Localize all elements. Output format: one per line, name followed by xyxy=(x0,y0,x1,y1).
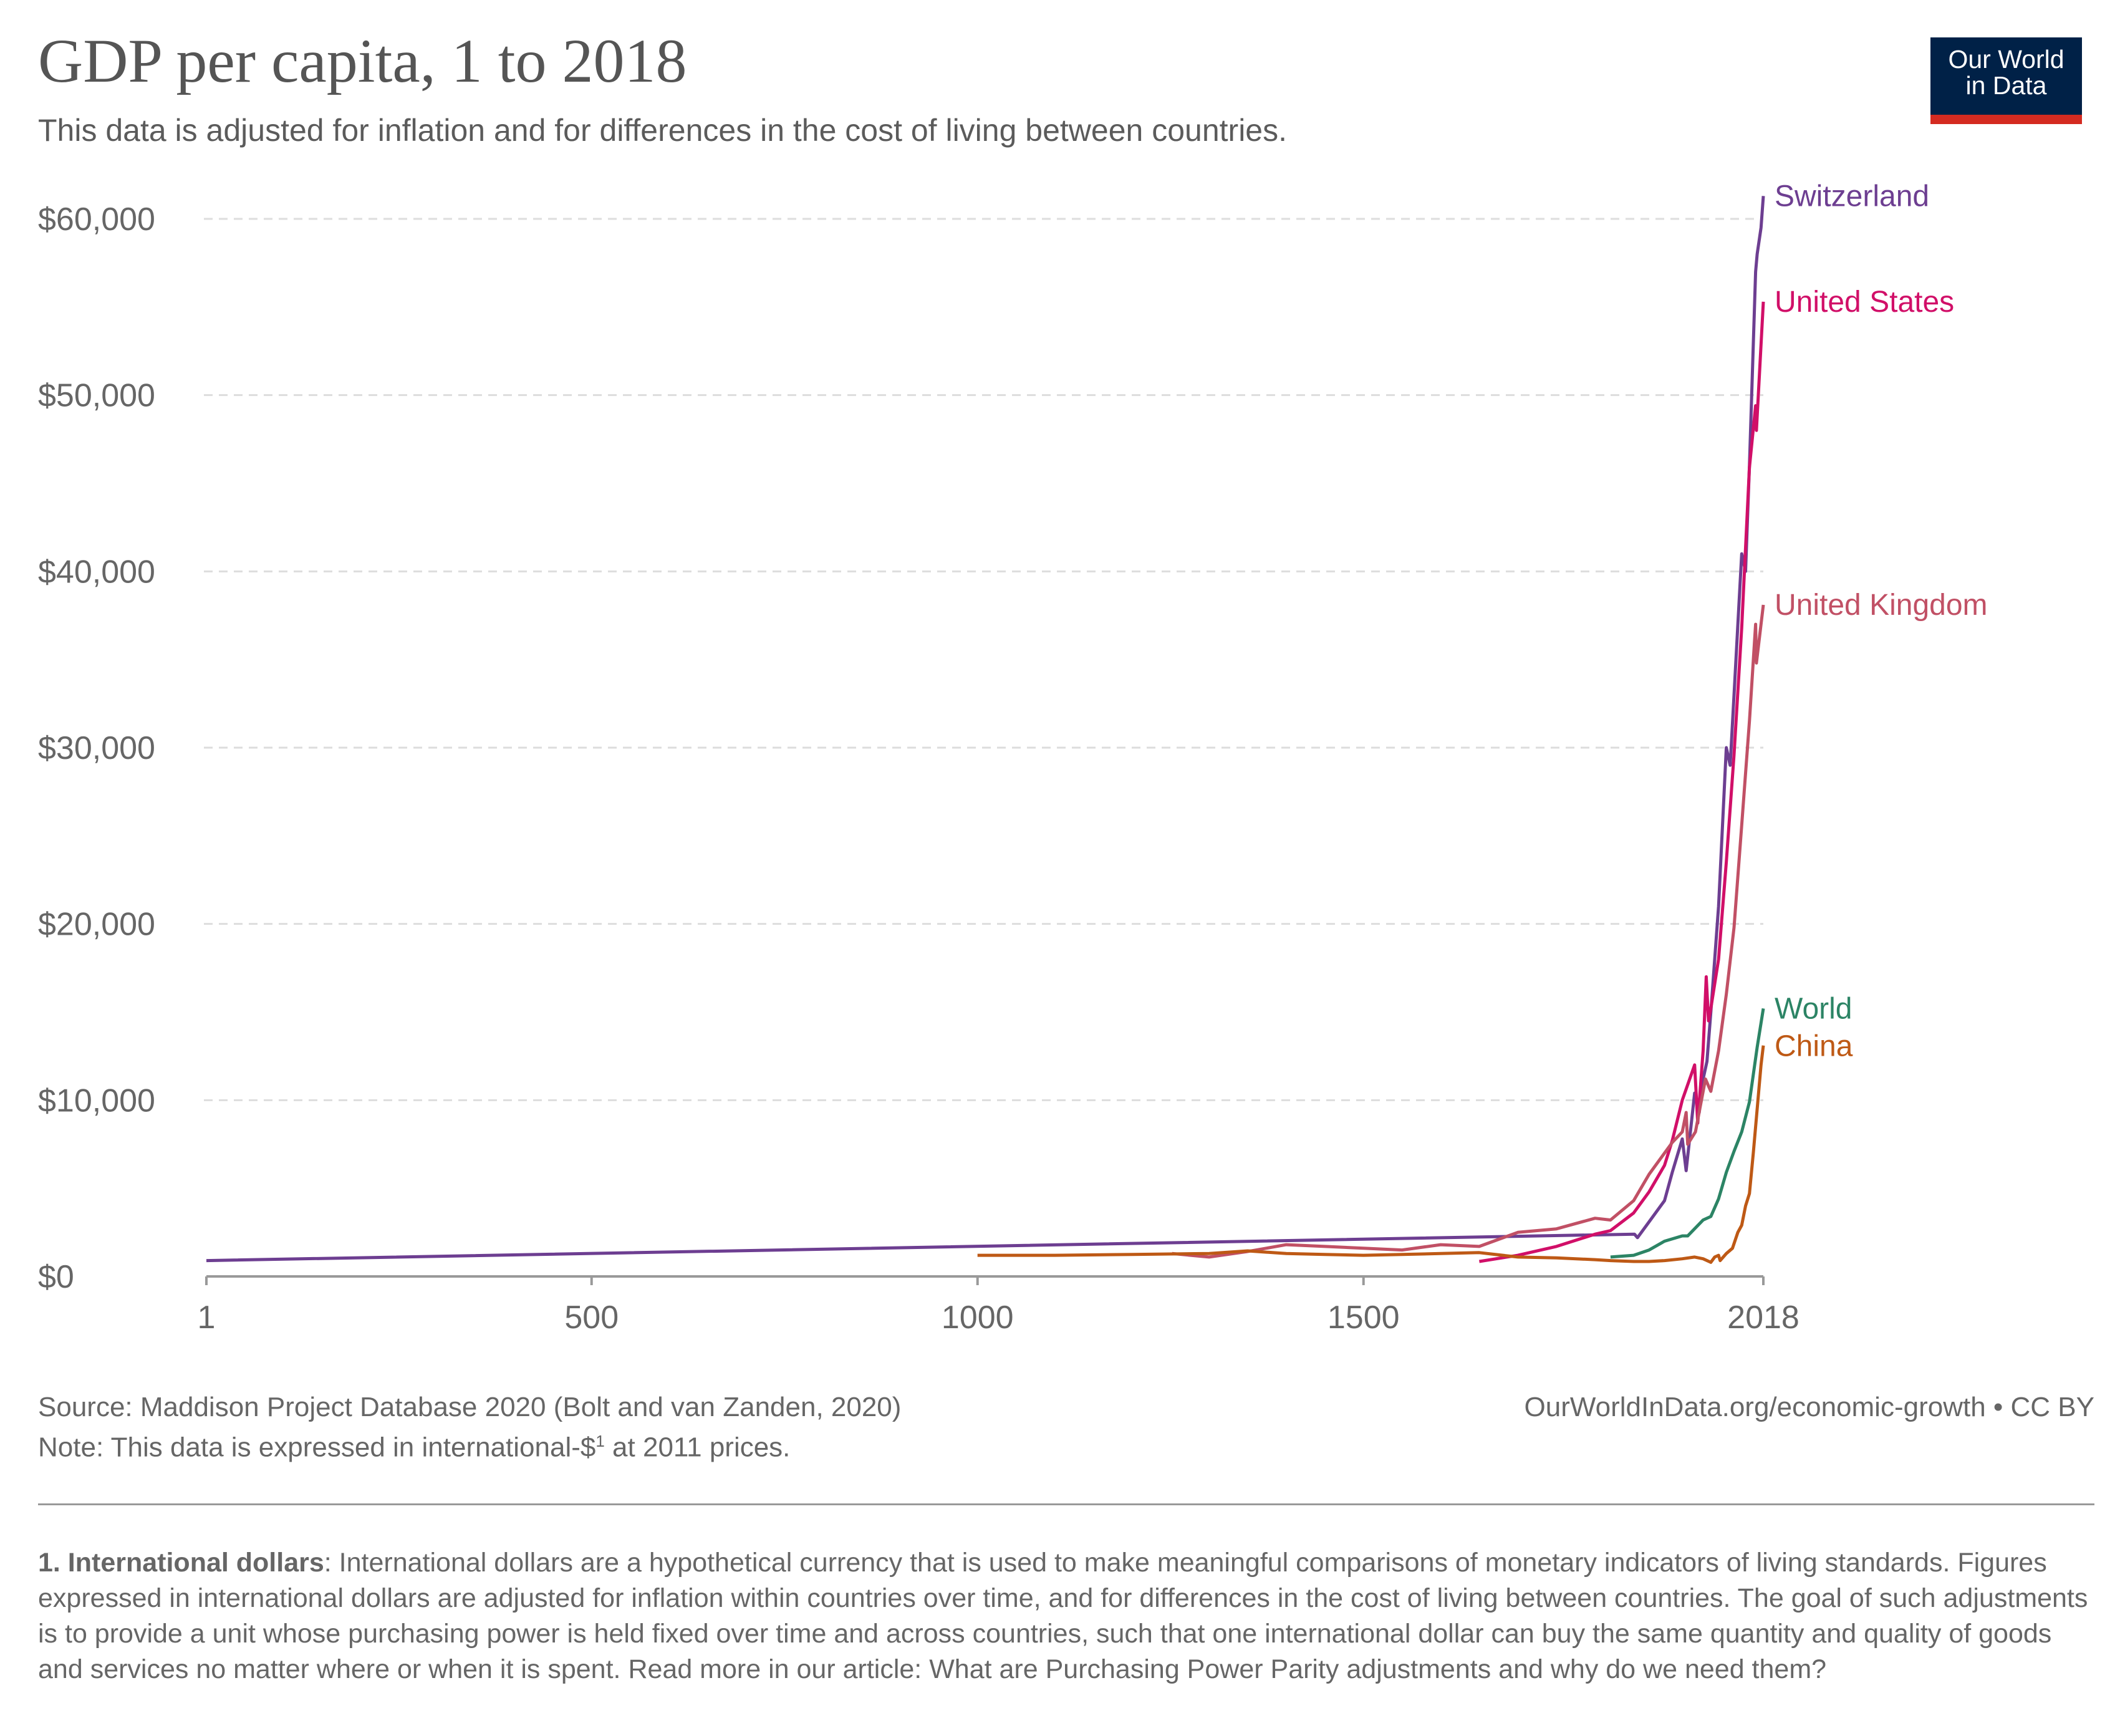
x-tick-label: 1 xyxy=(198,1300,216,1336)
x-tick-label: 2018 xyxy=(1727,1300,1800,1336)
series-line-united-states xyxy=(1479,301,1765,1263)
y-tick-label: $30,000 xyxy=(38,730,155,766)
series-line-united-kingdom xyxy=(1172,604,1765,1259)
source-text: Source: Maddison Project Database 2020 (… xyxy=(38,1392,902,1422)
series-label-united-states: United States xyxy=(1775,286,1954,319)
y-tick-label: $0 xyxy=(38,1259,74,1295)
x-tick-label: 500 xyxy=(564,1300,619,1336)
series-labels: Switzerland United States United Kingdom Wo… xyxy=(1775,180,1988,1063)
series-line-switzerland xyxy=(206,196,1765,1263)
chart-title: GDP per capita, 1 to 2018 xyxy=(38,26,687,95)
y-tick-label: $60,000 xyxy=(38,201,155,238)
y-tick-label: $50,000 xyxy=(38,378,155,414)
series-lines xyxy=(206,196,1765,1264)
gridlines xyxy=(204,218,1763,1101)
line-chart: $0 $10,000 $20,000 $30,000 $40,000 $50,000 $60… xyxy=(38,180,1988,1336)
logo-red-bar xyxy=(1930,115,2082,124)
chart-subtitle: This data is adjusted for inflation and … xyxy=(38,113,1288,148)
y-axis: $0 $10,000 $20,000 $30,000 $40,000 $50,000 $60… xyxy=(38,201,155,1295)
x-tick-label: 1000 xyxy=(942,1300,1014,1336)
logo-text: Our World in Data xyxy=(1948,45,2065,100)
y-tick-label: $10,000 xyxy=(38,1083,155,1119)
series-line-china xyxy=(977,1045,1765,1264)
y-tick-label: $40,000 xyxy=(38,554,155,590)
note-text: Note: This data is expressed in internat… xyxy=(38,1432,790,1464)
x-axis: 1 500 1000 1500 2018 xyxy=(198,1275,1800,1336)
series-label-switzerland: Switzerland xyxy=(1775,180,1929,213)
series-label-world: World xyxy=(1775,992,1852,1025)
x-tick-label: 1500 xyxy=(1327,1300,1400,1336)
footnote-title: 1. International dollars xyxy=(38,1548,324,1578)
y-tick-label: $20,000 xyxy=(38,907,155,943)
footnote: 1. International dollars: International … xyxy=(38,1545,2089,1687)
credit-link[interactable]: OurWorldInData.org/economic-growth • CC … xyxy=(1524,1392,2094,1422)
note-suffix: at 2011 prices. xyxy=(604,1432,791,1463)
footnote-ref[interactable]: 1 xyxy=(595,1432,605,1450)
series-line-world xyxy=(1610,1008,1765,1259)
owid-logo[interactable]: Our World in Data xyxy=(1930,37,2082,124)
series-label-united-kingdom: United Kingdom xyxy=(1775,589,1988,622)
series-label-china: China xyxy=(1775,1030,1853,1063)
footnote-text: : International dollars are a hypothetic… xyxy=(38,1548,2088,1684)
note-prefix: Note: This data is expressed in internat… xyxy=(38,1432,596,1463)
footer-divider xyxy=(38,1503,2094,1505)
